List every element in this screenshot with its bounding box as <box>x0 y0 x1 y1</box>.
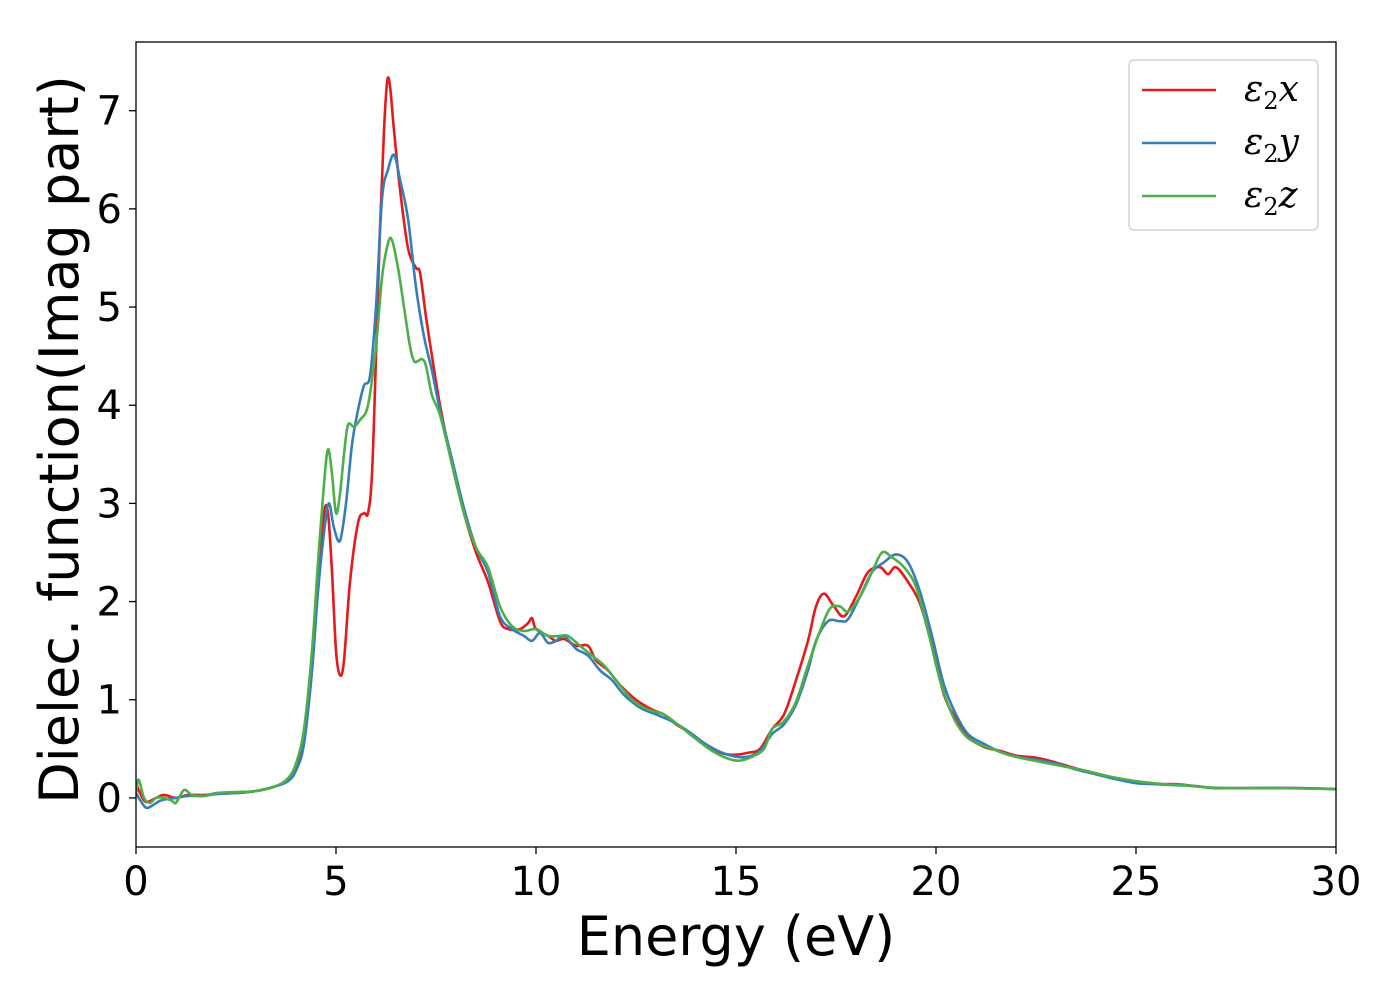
series-line-y <box>136 153 1336 810</box>
y-tick-label: 3 <box>97 481 122 527</box>
x-tick-label: 30 <box>1311 859 1362 905</box>
y-tick-label: 7 <box>97 89 122 135</box>
x-tick-label: 25 <box>1111 859 1162 905</box>
y-tick-label: 6 <box>97 187 122 233</box>
x-tick-label: 10 <box>511 859 562 905</box>
y-tick-label: 0 <box>97 776 122 822</box>
y-axis: 0 1 2 3 4 5 6 7 <box>97 89 136 822</box>
series-layer <box>136 76 1336 810</box>
x-axis: 0 5 10 15 20 25 30 <box>123 847 1361 905</box>
x-tick-label: 20 <box>911 859 962 905</box>
legend-box <box>1128 59 1319 231</box>
legend: ε2x ε2y ε2z <box>1128 59 1319 231</box>
legend-label-z: ε2z <box>1244 175 1299 221</box>
y-tick-label: 5 <box>97 285 122 331</box>
legend-label-x: ε2x <box>1244 69 1299 115</box>
x-axis-label: Energy (eV) <box>577 905 896 968</box>
x-tick-label: 0 <box>123 859 148 905</box>
y-tick-label: 2 <box>97 580 122 626</box>
y-axis-label: Dielec. function(Imag part) <box>28 75 91 804</box>
legend-label-y: ε2y <box>1244 122 1300 168</box>
series-line-z <box>136 236 1336 805</box>
y-tick-label: 1 <box>97 678 122 724</box>
x-tick-label: 5 <box>323 859 348 905</box>
y-tick-label: 4 <box>97 383 122 429</box>
x-tick-label: 15 <box>711 859 762 905</box>
